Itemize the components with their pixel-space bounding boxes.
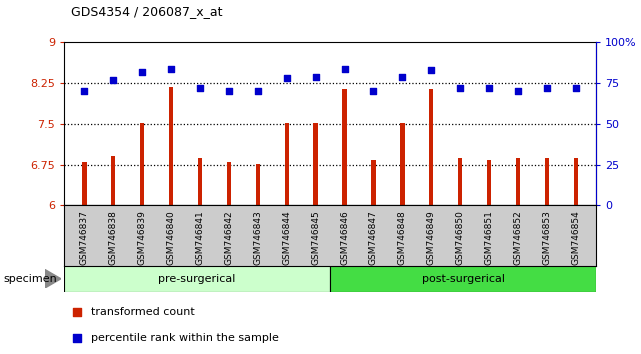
Bar (400, 123, 404, 205)
Bar (429, 88, 433, 205)
Text: GSM746844: GSM746844 (282, 210, 291, 265)
Point (484, 85, 494, 91)
Point (166, 66, 176, 72)
Point (426, 67, 437, 73)
Text: GSM746843: GSM746843 (253, 210, 262, 265)
Point (108, 77, 119, 83)
Text: pre-surgerical: pre-surgerical (158, 274, 236, 284)
Text: GSM746846: GSM746846 (340, 210, 349, 265)
Bar (64, 266, 330, 292)
Bar (140, 123, 144, 205)
Bar (285, 123, 289, 205)
Text: GSM746850: GSM746850 (456, 210, 465, 265)
Point (281, 75, 292, 81)
Point (340, 66, 350, 72)
Text: GSM746847: GSM746847 (369, 210, 378, 265)
Bar (574, 158, 578, 205)
Text: post-surgerical: post-surgerical (422, 274, 504, 284)
Text: GSM746840: GSM746840 (167, 210, 176, 265)
Point (137, 69, 147, 75)
Point (79, 88, 90, 94)
Point (253, 88, 263, 94)
Text: transformed count: transformed count (91, 307, 194, 317)
Point (513, 88, 523, 94)
Bar (487, 160, 491, 205)
Text: GSM746845: GSM746845 (311, 210, 320, 265)
Text: GSM746841: GSM746841 (196, 210, 204, 265)
Text: GSM746853: GSM746853 (542, 210, 551, 265)
Bar (169, 87, 173, 205)
Polygon shape (45, 269, 61, 288)
Text: specimen: specimen (3, 274, 57, 284)
Bar (82, 162, 87, 205)
Point (455, 85, 465, 91)
Text: GDS4354 / 206087_x_at: GDS4354 / 206087_x_at (71, 5, 222, 18)
Bar (256, 164, 260, 205)
Point (72, 309, 83, 315)
Point (310, 74, 320, 80)
Text: GSM746851: GSM746851 (485, 210, 494, 265)
Point (72, 335, 83, 341)
Text: GSM746848: GSM746848 (398, 210, 407, 265)
Bar (545, 158, 549, 205)
Bar (458, 158, 462, 205)
Point (570, 85, 581, 91)
Text: percentile rank within the sample: percentile rank within the sample (91, 333, 279, 343)
Point (542, 85, 552, 91)
Bar (111, 156, 115, 205)
Text: GSM746842: GSM746842 (224, 210, 233, 265)
Bar (227, 162, 231, 205)
Text: GSM746838: GSM746838 (109, 210, 118, 265)
Bar (342, 88, 347, 205)
Bar (313, 123, 318, 205)
Point (224, 88, 234, 94)
Point (195, 85, 205, 91)
Bar (198, 158, 202, 205)
Point (397, 74, 408, 80)
Bar (330, 266, 596, 292)
Text: GSM746839: GSM746839 (138, 210, 147, 265)
Point (369, 88, 379, 94)
Bar (516, 158, 520, 205)
Text: GSM746852: GSM746852 (513, 210, 522, 265)
Bar (371, 160, 376, 205)
Text: GSM746837: GSM746837 (80, 210, 89, 265)
Text: GSM746849: GSM746849 (427, 210, 436, 265)
Text: GSM746854: GSM746854 (571, 210, 580, 265)
